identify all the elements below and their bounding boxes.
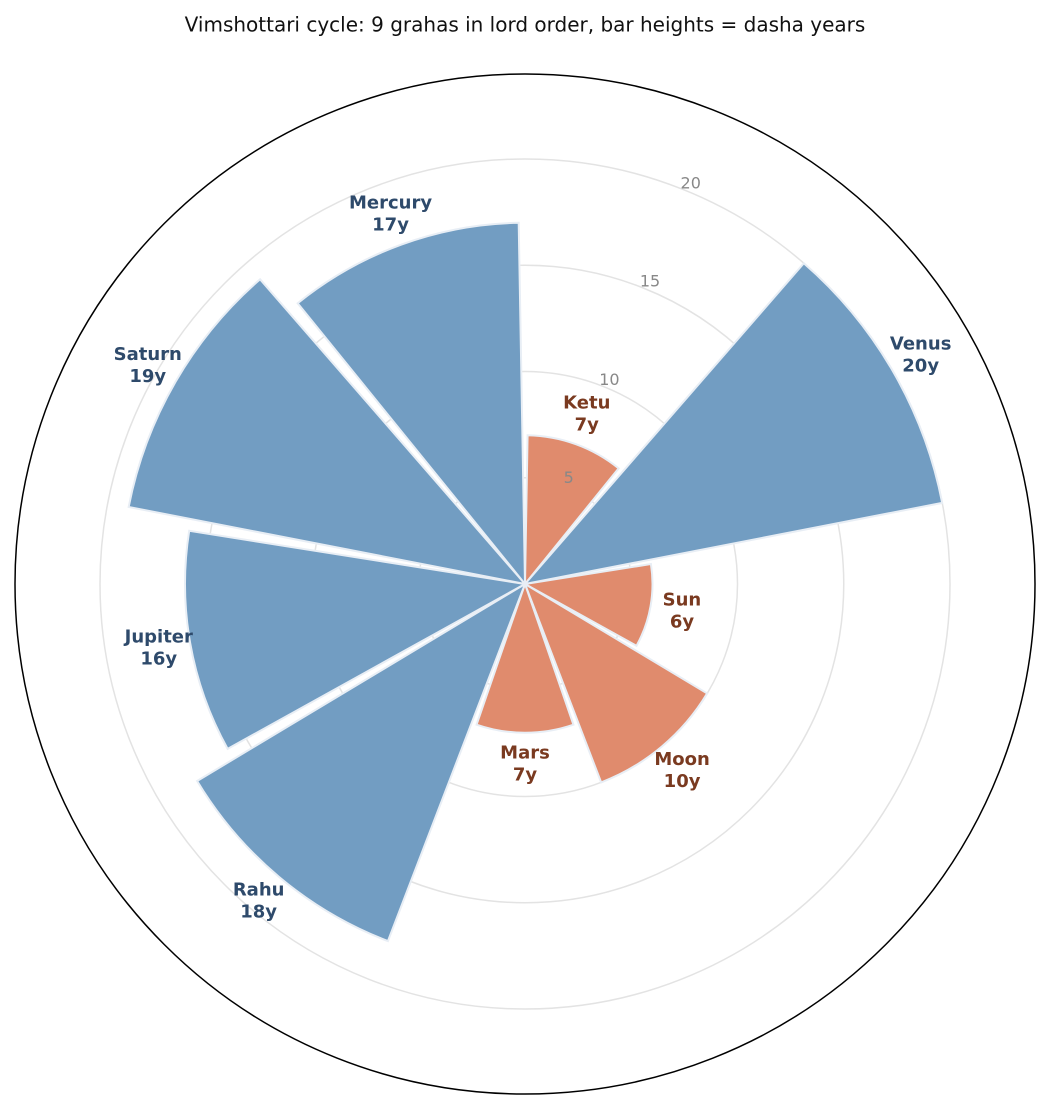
r-tick-label: 10: [599, 370, 619, 389]
category-label: Moon: [654, 749, 709, 770]
category-label: Mars: [500, 743, 550, 764]
value-label: 18y: [240, 901, 277, 922]
bar-label: Venus 20y: [890, 334, 952, 377]
category-label: Venus: [890, 334, 952, 355]
bar: [521, 562, 654, 648]
bar-label: Sun 6y: [663, 590, 702, 633]
bar: [296, 221, 527, 587]
category-label: Ketu: [563, 392, 610, 413]
bar-label: Mercury 17y: [349, 193, 432, 236]
bar: [184, 529, 529, 751]
value-label: 6y: [670, 612, 695, 633]
bar: [522, 261, 944, 586]
bar-label: Saturn 19y: [114, 344, 182, 387]
r-tick-label: 20: [681, 173, 701, 192]
category-label: Jupiter: [123, 627, 193, 648]
bar-label: Ketu 7y: [563, 392, 610, 435]
bar-label: Moon 10y: [654, 749, 709, 792]
bar-label: Mars 7y: [500, 743, 550, 786]
grid-ring: [99, 158, 951, 1010]
bar: [127, 277, 528, 586]
bar: [475, 580, 575, 734]
value-label: 16y: [140, 649, 177, 670]
value-label: 17y: [372, 215, 409, 236]
category-label: Saturn: [114, 344, 182, 365]
category-label: Sun: [663, 590, 702, 611]
r-tick-label: 15: [640, 272, 660, 291]
bar-label: Jupiter 16y: [123, 627, 193, 670]
bar-label: Rahu 18y: [233, 879, 285, 922]
outer-frame: [14, 73, 1036, 1095]
bar: [523, 581, 709, 784]
category-label: Rahu: [233, 879, 285, 900]
value-label: 7y: [575, 414, 600, 435]
bar: [523, 434, 621, 587]
value-label: 10y: [664, 771, 701, 792]
chart-title: Vimshottari cycle: 9 grahas in lord orde…: [185, 13, 866, 37]
value-label: 19y: [129, 366, 166, 387]
value-label: 7y: [513, 765, 538, 786]
r-tick-label: 5: [564, 468, 574, 487]
value-label: 20y: [902, 356, 939, 377]
category-label: Mercury: [349, 193, 432, 214]
bar: [195, 581, 527, 943]
